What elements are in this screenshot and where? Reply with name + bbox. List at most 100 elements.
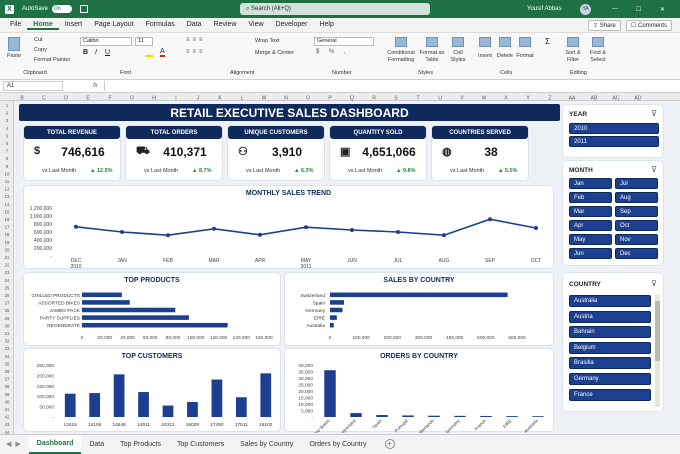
slicer-item-month[interactable]: Jan (569, 178, 612, 189)
column-header[interactable]: J (197, 96, 200, 102)
row-header[interactable]: 38 (5, 384, 10, 389)
row-header[interactable]: 37 (5, 377, 10, 382)
slicer-item-month[interactable]: Feb (569, 192, 612, 203)
row-header[interactable]: 24 (5, 278, 10, 283)
row-header[interactable]: 21 (5, 255, 10, 260)
bold-button[interactable]: B (83, 49, 89, 56)
row-header[interactable]: 27 (5, 301, 10, 306)
font-color-icon[interactable]: A (160, 48, 165, 57)
row-header[interactable]: 44 (5, 430, 10, 435)
fx-icon[interactable]: fx (93, 83, 98, 89)
menu-help[interactable]: Help (319, 20, 334, 28)
tab-top-products[interactable]: Top Products (120, 440, 161, 448)
copy-button[interactable]: Copy (34, 47, 47, 53)
column-header[interactable]: O (306, 96, 310, 102)
find-select-icon[interactable] (592, 37, 604, 47)
find-select-button[interactable]: Find & Select (590, 50, 606, 63)
column-header[interactable]: P (328, 96, 332, 102)
row-header[interactable]: 22 (5, 263, 10, 268)
conditional-formatting-button[interactable]: Conditional Formatting (387, 50, 415, 63)
column-header[interactable]: M (262, 96, 266, 102)
row-header[interactable]: 42 (5, 415, 10, 420)
row-header[interactable]: 4 (6, 126, 9, 131)
row-header[interactable]: 33 (5, 346, 10, 351)
row-header[interactable]: 15 (5, 209, 10, 214)
cell-styles-icon[interactable] (452, 37, 464, 47)
close-icon[interactable]: ✕ (660, 6, 666, 13)
minimize-icon[interactable]: — (612, 6, 618, 12)
tab-sales-by-country[interactable]: Sales by Country (240, 440, 294, 448)
paste-icon[interactable] (8, 37, 20, 51)
merge-center-button[interactable]: Merge & Center (255, 50, 294, 56)
format-painter-button[interactable]: Format Painter (34, 57, 71, 63)
row-header[interactable]: 34 (5, 354, 10, 359)
menu-review[interactable]: Review (213, 20, 237, 28)
tab-data[interactable]: Data (89, 440, 105, 448)
conditional-formatting-icon[interactable] (395, 37, 407, 47)
column-header[interactable]: W (482, 96, 487, 102)
format-cells-icon[interactable] (519, 37, 531, 47)
slicer-item-month[interactable]: Dec (615, 248, 658, 259)
column-header[interactable]: Y (526, 96, 530, 102)
slicer-item-month[interactable]: May (569, 234, 612, 245)
sort-filter-button[interactable]: Sort & Filter (565, 50, 581, 63)
autosave-toggle[interactable]: On (52, 5, 73, 13)
column-header[interactable]: K (218, 96, 222, 102)
row-header[interactable]: 16 (5, 217, 10, 222)
row-header[interactable]: 10 (5, 171, 10, 176)
column-header[interactable]: V (460, 96, 464, 102)
number-format-select[interactable]: General (314, 37, 374, 46)
menu-home[interactable]: Home (27, 21, 59, 30)
slicer-item-country[interactable]: Australia (569, 295, 651, 307)
row-header[interactable]: 43 (5, 422, 10, 427)
cut-button[interactable]: Cut (34, 37, 43, 43)
slicer-item-country[interactable]: Brasilia (569, 357, 651, 370)
italic-button[interactable]: I (95, 49, 97, 56)
column-header[interactable]: G (130, 96, 134, 102)
row-header[interactable]: 30 (5, 323, 10, 328)
slicer-item-month[interactable]: Jun (569, 248, 612, 259)
row-header[interactable]: 11 (5, 179, 10, 184)
add-sheet-button[interactable]: + (384, 439, 395, 449)
column-header[interactable]: Q (350, 96, 354, 102)
menu-view[interactable]: View (248, 20, 264, 28)
column-header[interactable]: B (20, 96, 24, 102)
underline-button[interactable]: U (105, 49, 111, 56)
row-header[interactable]: 28 (5, 308, 10, 313)
column-header[interactable]: L (241, 96, 244, 102)
sort-filter-icon[interactable] (567, 37, 579, 47)
row-header[interactable]: 40 (5, 399, 10, 404)
tab-dashboard[interactable]: Dashboard (28, 434, 82, 454)
slicer-scrollbar[interactable] (655, 295, 660, 407)
column-header[interactable]: AD (635, 96, 642, 102)
row-header[interactable]: 17 (5, 225, 10, 230)
row-header[interactable]: 7 (6, 149, 9, 154)
column-header[interactable]: AA (569, 96, 576, 102)
clear-filter-icon[interactable]: ⊽ (651, 279, 657, 288)
paste-button[interactable]: Paste (6, 53, 22, 59)
menu-data[interactable]: Data (186, 20, 202, 28)
row-header[interactable]: 35 (5, 361, 10, 366)
column-header[interactable]: R (372, 96, 376, 102)
column-header[interactable]: F (108, 96, 111, 102)
slicer-item-month[interactable]: Nov (615, 234, 658, 245)
slicer-item-month[interactable]: Aug (615, 192, 658, 203)
row-header[interactable]: 25 (5, 285, 10, 290)
fill-color-icon[interactable] (145, 49, 153, 57)
row-header[interactable]: 26 (5, 293, 10, 298)
slicer-item-month[interactable]: Oct (615, 220, 658, 231)
row-header[interactable]: 8 (6, 156, 9, 161)
clear-filter-icon[interactable]: ⊽ (651, 109, 657, 118)
row-header[interactable]: 13 (5, 194, 10, 199)
row-header[interactable]: 6 (6, 141, 9, 146)
row-header[interactable]: 29 (5, 316, 10, 321)
row-header[interactable]: 23 (5, 270, 10, 275)
number-icons[interactable]: $ % , (316, 49, 350, 55)
autosum-icon[interactable]: Σ (545, 37, 550, 46)
slicer-item-month[interactable]: Apr (569, 220, 612, 231)
maximize-icon[interactable]: ☐ (636, 6, 642, 13)
slicer-item-country[interactable]: Bahrain (569, 326, 651, 339)
slicer-item-country[interactable]: France (569, 388, 651, 401)
formula-input[interactable] (103, 81, 680, 91)
column-header[interactable]: U (438, 96, 442, 102)
